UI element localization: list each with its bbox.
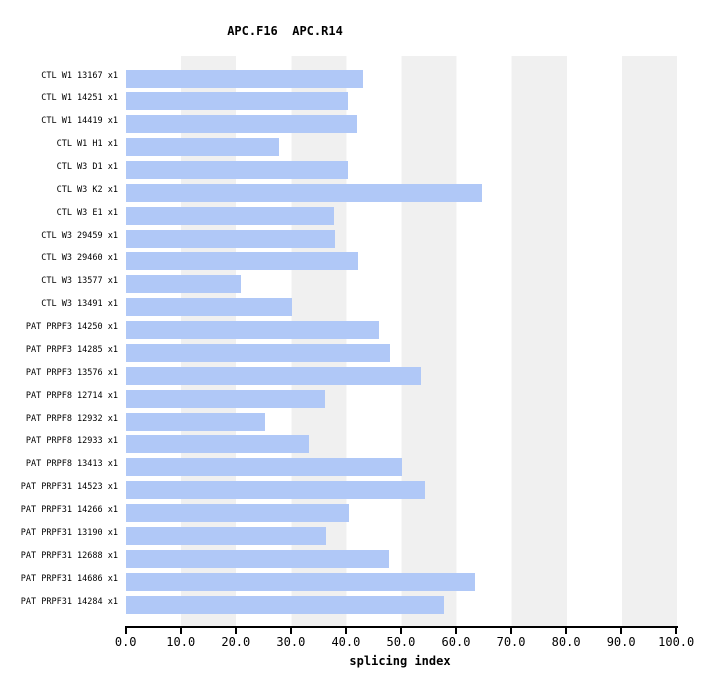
bar [125, 481, 425, 500]
y-tick-label: PAT PRPF31 14686 x1 [20, 573, 118, 584]
y-tick-label: PAT PRPF8 12714 x1 [25, 390, 118, 401]
bar [125, 183, 483, 202]
y-tick-label: CTL W3 13491 x1 [41, 299, 118, 310]
y-tick-label: CTL W3 29459 x1 [41, 230, 118, 241]
x-tick-label: 60.0 [441, 635, 471, 649]
x-tick-label: 10.0 [166, 635, 196, 649]
y-tick-label: PAT PRPF3 14285 x1 [25, 344, 118, 355]
x-tick-mark [455, 628, 457, 634]
x-tick-mark [565, 628, 568, 634]
y-tick-label: CTL W3 D1 x1 [56, 161, 118, 172]
x-tick-mark [620, 628, 623, 634]
bar [125, 160, 348, 179]
bar [125, 252, 358, 271]
y-tick-label: PAT PRPF31 14284 x1 [20, 596, 118, 607]
bar [125, 504, 349, 523]
bar [125, 229, 336, 248]
y-tick-label: PAT PRPF8 12932 x1 [25, 413, 118, 424]
chart-title: APC.F16 APC.R14 [227, 24, 343, 38]
x-tick-mark [179, 628, 182, 634]
x-tick-mark [344, 628, 347, 634]
y-tick-label: CTL W3 K2 x1 [56, 184, 118, 195]
bar [125, 458, 402, 477]
y-tick-label: CTL W3 13577 x1 [41, 276, 118, 287]
y-tick-label: PAT PRPF8 12933 x1 [25, 436, 118, 447]
x-tick-label: 20.0 [221, 635, 251, 649]
bar [125, 389, 325, 408]
bar [125, 138, 280, 157]
y-tick-label: CTL W1 14419 x1 [41, 116, 118, 127]
y-tick-label: CTL W3 29460 x1 [41, 253, 118, 264]
bar [125, 572, 475, 591]
plot-area [125, 56, 677, 626]
bar [125, 298, 292, 317]
x-tick-label: 30.0 [276, 635, 306, 649]
x-tick-mark [399, 628, 402, 634]
y-tick-label: PAT PRPF8 13413 x1 [25, 459, 118, 470]
y-tick-label: PAT PRPF31 14266 x1 [20, 505, 118, 516]
bar [125, 321, 380, 340]
y-tick-label: CTL W1 13167 x1 [41, 70, 118, 81]
x-tick-label: 50.0 [386, 635, 416, 649]
y-tick-label: PAT PRPF3 14250 x1 [25, 322, 118, 333]
x-tick-mark [289, 628, 292, 634]
bar [125, 526, 326, 545]
bar [125, 206, 335, 225]
y-tick-label: CTL W1 14251 x1 [41, 93, 118, 104]
x-axis-title: splicing index [349, 654, 451, 668]
y-tick-label: CTL W3 E1 x1 [56, 207, 118, 218]
bar [125, 275, 242, 294]
x-tick-mark [234, 628, 237, 634]
bar [125, 343, 391, 362]
y-tick-label: PAT PRPF31 14523 x1 [20, 482, 118, 493]
bar [125, 435, 310, 454]
x-tick-label: 70.0 [496, 635, 526, 649]
x-tick-mark [124, 628, 127, 634]
x-axis-line [124, 626, 678, 628]
x-tick-label: 0.0 [114, 635, 137, 649]
bar [125, 412, 266, 431]
x-tick-label: 40.0 [331, 635, 361, 649]
x-tick-label: 90.0 [606, 635, 636, 649]
x-tick-label: 100.0 [658, 635, 695, 649]
bar [125, 595, 444, 614]
y-tick-label: PAT PRPF31 12688 x1 [20, 550, 118, 561]
y-tick-label: PAT PRPF3 13576 x1 [25, 367, 118, 378]
y-tick-label: CTL W1 H1 x1 [56, 139, 118, 150]
bar [125, 69, 364, 88]
y-tick-label: PAT PRPF31 13190 x1 [20, 527, 118, 538]
x-tick-mark [510, 628, 513, 634]
bar [125, 366, 422, 385]
bar [125, 92, 348, 111]
bar [125, 549, 389, 568]
bar [125, 115, 357, 134]
x-tick-mark [675, 628, 678, 634]
x-tick-label: 80.0 [551, 635, 581, 649]
